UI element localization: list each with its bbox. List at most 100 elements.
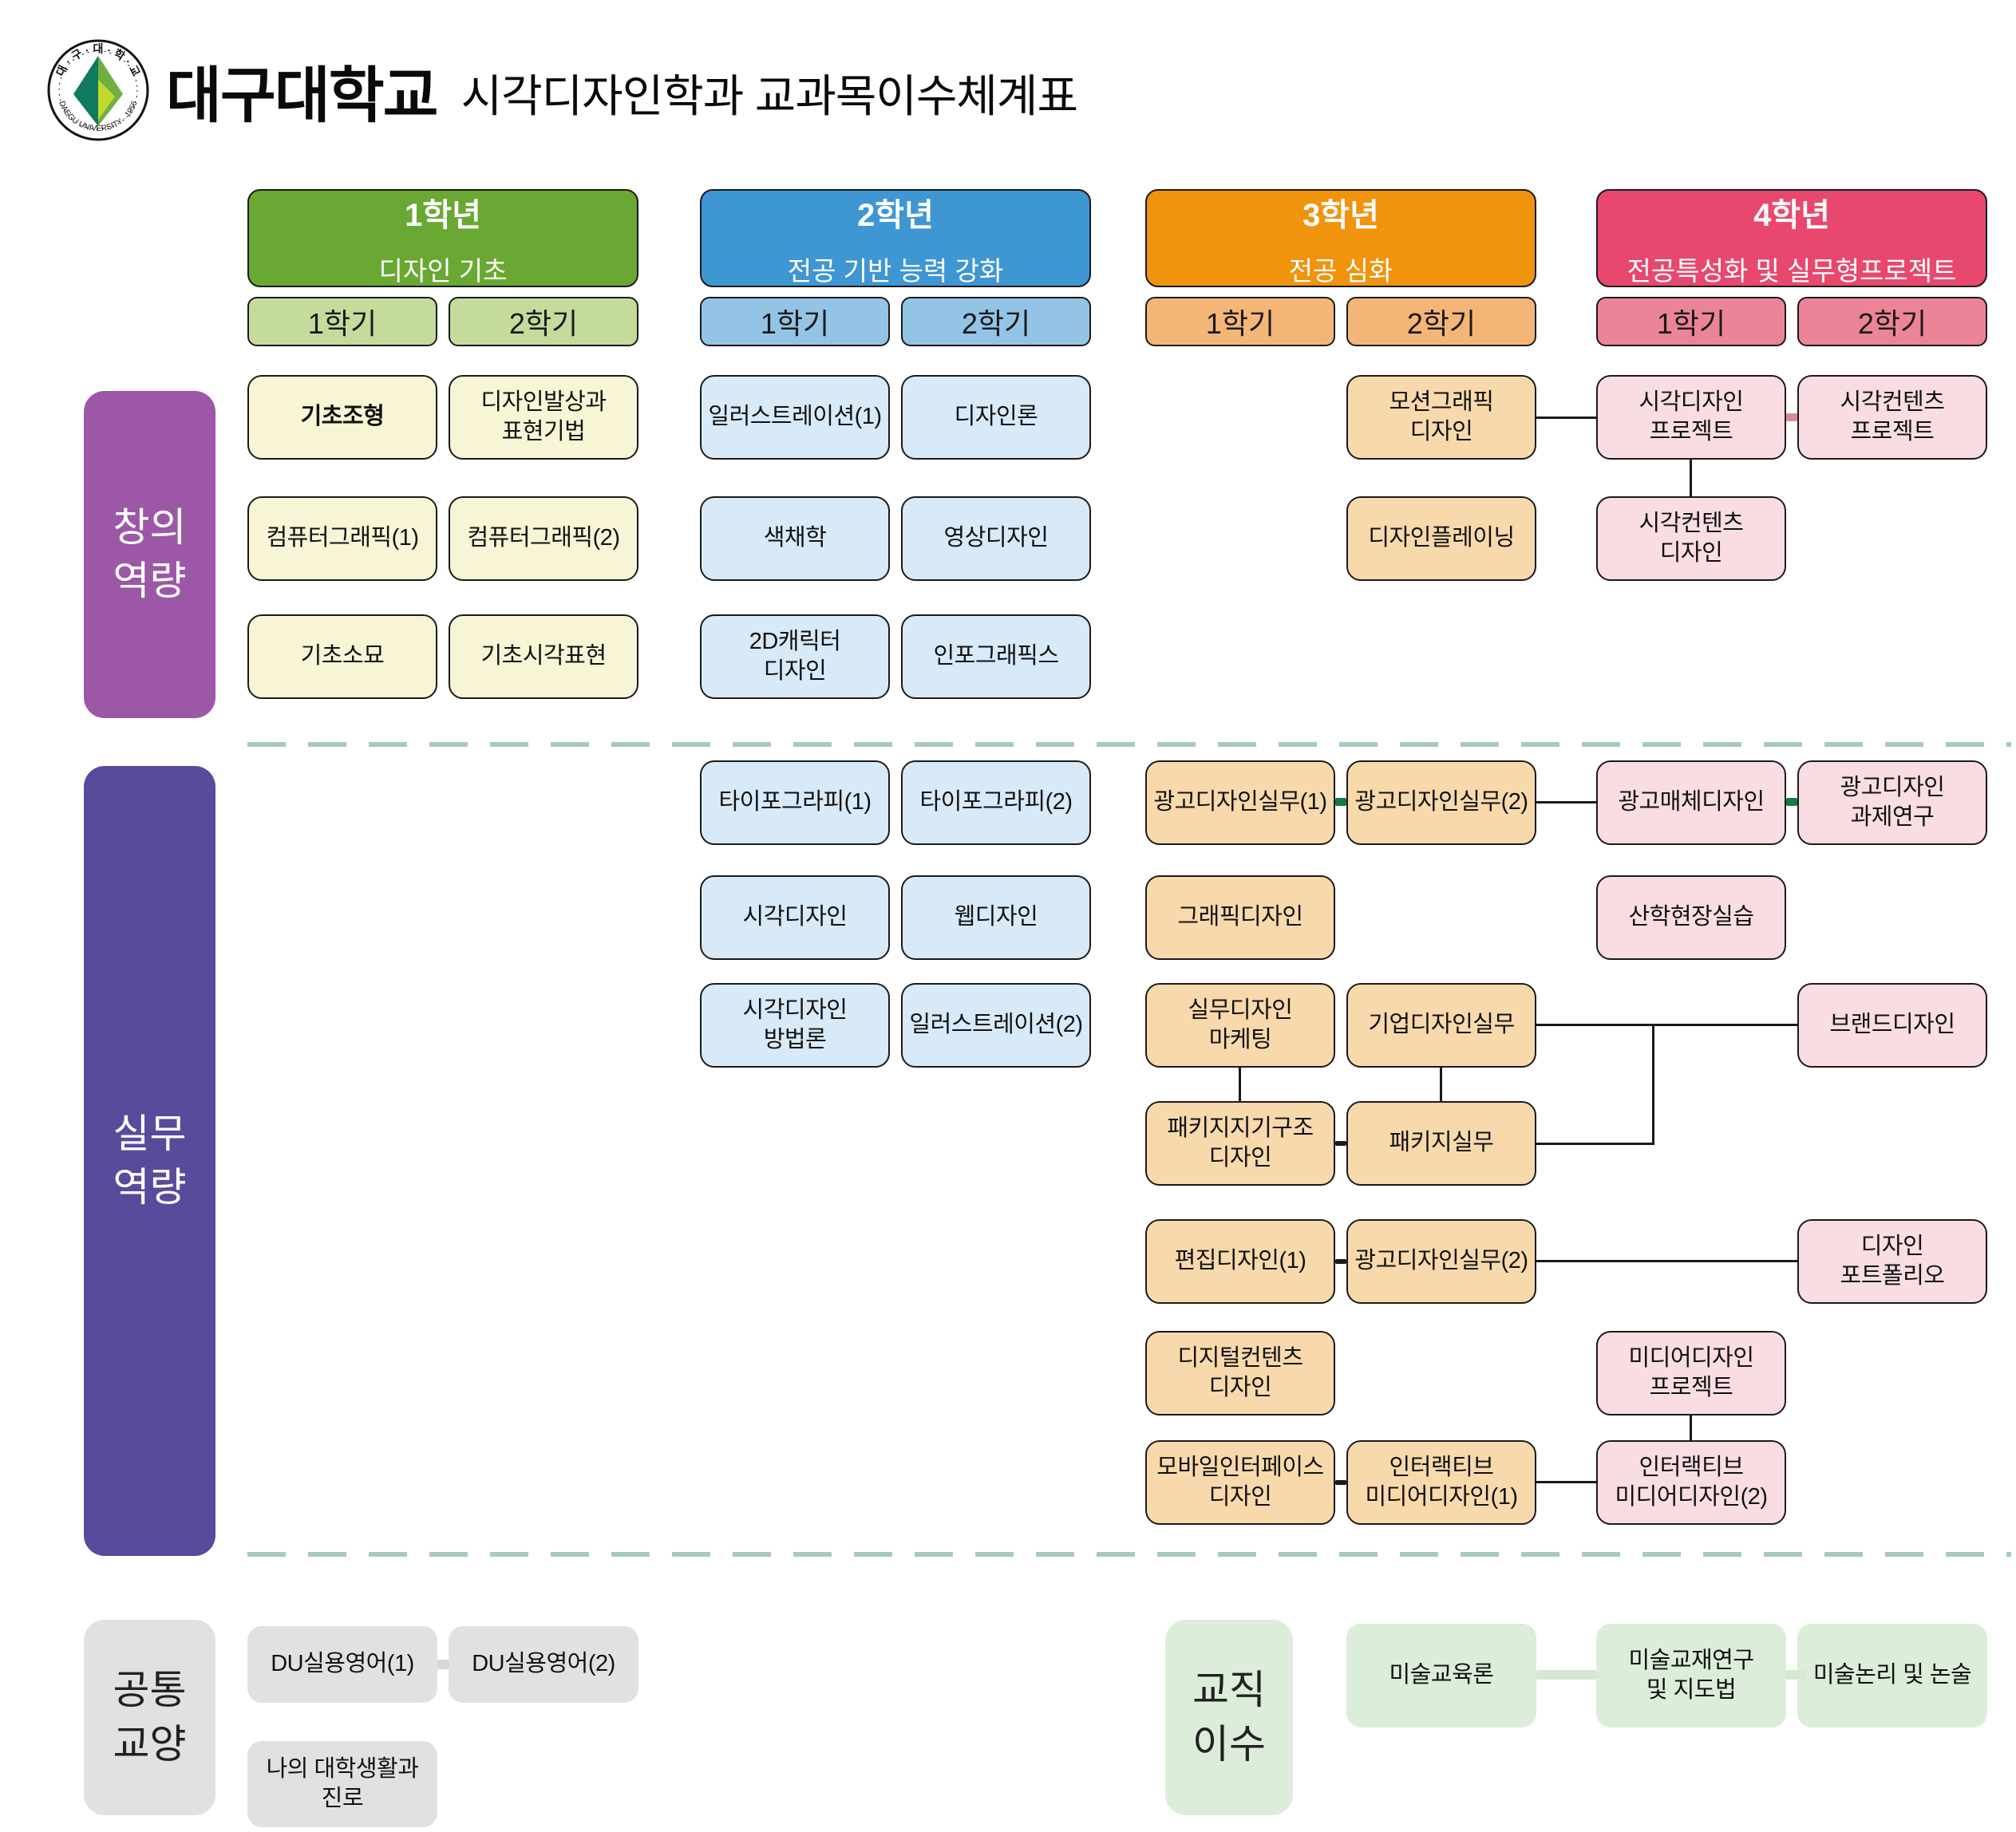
course-box: 모바일인터페이스 디자인 xyxy=(1145,1440,1335,1525)
connector-line xyxy=(1690,460,1692,496)
course-box: 디자인론 xyxy=(901,375,1091,460)
year-label: 1학년 xyxy=(405,197,481,233)
course-box: 실무디자인 마케팅 xyxy=(1145,983,1335,1068)
course-box: 기초조형 xyxy=(247,375,437,460)
course-box: 미술논리 및 논술 xyxy=(1797,1624,1987,1727)
course-box: 타이포그라피(2) xyxy=(901,760,1091,845)
year-header-3: 3학년 전공 심화 xyxy=(1145,189,1536,287)
semester-box-y2s2: 2학기 xyxy=(901,297,1091,346)
semester-box-y1s2: 2학기 xyxy=(449,297,638,346)
course-box: 영상디자인 xyxy=(901,496,1091,581)
section-label-teaching: 교직 이수 xyxy=(1165,1620,1293,1815)
course-box: 시각디자인 xyxy=(700,875,890,960)
logo-diamond-accent xyxy=(98,80,115,120)
connector-link-black xyxy=(1335,1141,1346,1146)
connector-line xyxy=(1536,1260,1797,1262)
course-box: 광고디자인실무(2) xyxy=(1346,1219,1536,1304)
semester-box-y4s1: 1학기 xyxy=(1596,297,1786,346)
section-label-general: 공통 교양 xyxy=(84,1620,215,1815)
title-bar: 대 · 구 · 대 · 학 · 교 DAEGU UNIVERSITY · 195… xyxy=(46,38,1078,142)
course-box: 산학현장실습 xyxy=(1596,875,1786,960)
connector-link-black xyxy=(1335,1259,1346,1264)
university-name: 대구대학교 xyxy=(166,62,439,130)
course-box: 시각컨텐츠 프로젝트 xyxy=(1797,375,1987,460)
course-box: 미술교재연구 및 지도법 xyxy=(1596,1624,1786,1727)
course-box: 미디어디자인 프로젝트 xyxy=(1596,1331,1786,1415)
connector-line xyxy=(1652,1024,1654,1145)
connector-line xyxy=(1536,1143,1654,1145)
connector-link-lightgreen xyxy=(1536,1670,1596,1680)
section-label-creative: 창의 역량 xyxy=(84,391,215,718)
semester-box-y3s1: 1학기 xyxy=(1145,297,1335,346)
course-box: 미술교육론 xyxy=(1346,1624,1536,1727)
connector-line xyxy=(1536,1024,1797,1026)
course-box: 패키지지기구조 디자인 xyxy=(1145,1101,1335,1186)
course-box: 기초소묘 xyxy=(247,614,437,699)
year-header-1: 1학년 디자인 기초 xyxy=(247,189,638,287)
year-subtitle: 전공 기반 능력 강화 xyxy=(787,255,1004,286)
year-subtitle: 전공특성화 및 실무형프로젝트 xyxy=(1627,255,1957,286)
course-box: 광고디자인실무(1) xyxy=(1145,760,1335,845)
course-box: 일러스트레이션(2) xyxy=(901,983,1091,1068)
connector-link-lightgreen xyxy=(1786,1670,1805,1680)
connector-line xyxy=(1239,1068,1241,1101)
course-box: 인포그래픽스 xyxy=(901,614,1091,699)
course-box: DU실용영어(1) xyxy=(247,1626,437,1703)
connector-link-gray xyxy=(437,1660,449,1669)
course-box: 일러스트레이션(1) xyxy=(700,375,890,460)
course-box: 모션그래픽 디자인 xyxy=(1346,375,1536,460)
semester-box-y1s1: 1학기 xyxy=(247,297,437,346)
year-header-4: 4학년 전공특성화 및 실무형프로젝트 xyxy=(1596,189,1987,287)
connector-line xyxy=(1690,1415,1692,1440)
year-subtitle: 디자인 기초 xyxy=(378,255,508,286)
connector-line xyxy=(1536,801,1596,803)
year-label: 3학년 xyxy=(1302,197,1379,233)
course-box: 편집디자인(1) xyxy=(1145,1219,1335,1304)
university-seal-logo: 대 · 구 · 대 · 학 · 교 DAEGU UNIVERSITY · 195… xyxy=(47,39,149,141)
course-box: DU실용영어(2) xyxy=(449,1626,638,1703)
course-box: 컴퓨터그래픽(2) xyxy=(449,496,638,581)
year-label: 4학년 xyxy=(1753,197,1830,233)
course-box: 인터랙티브 미디어디자인(1) xyxy=(1346,1440,1536,1525)
semester-box-y2s1: 1학기 xyxy=(700,297,890,346)
page-title: 시각디자인학과 교과목이수체계표 xyxy=(461,70,1078,121)
course-box: 디자인플레이닝 xyxy=(1346,496,1536,581)
course-box: 기업디자인실무 xyxy=(1346,983,1536,1068)
course-box: 시각컨텐츠 디자인 xyxy=(1596,496,1786,581)
semester-box-y3s2: 2학기 xyxy=(1346,297,1536,346)
course-box: 컴퓨터그래픽(1) xyxy=(247,496,437,581)
course-box: 디자인발상과 표현기법 xyxy=(449,375,638,460)
year-header-2: 2학년 전공 기반 능력 강화 xyxy=(700,189,1091,287)
year-label: 2학년 xyxy=(857,197,934,233)
course-box: 패키지실무 xyxy=(1346,1101,1536,1186)
section-divider-dashed xyxy=(247,1552,2011,1557)
section-divider-dashed xyxy=(247,742,2011,747)
connector-link-green xyxy=(1786,798,1797,806)
course-box: 시각디자인 방법론 xyxy=(700,983,890,1068)
course-box: 나의 대학생활과 진로 xyxy=(247,1741,437,1827)
course-box: 기초시각표현 xyxy=(449,614,638,699)
course-box: 디지털컨텐츠 디자인 xyxy=(1145,1331,1335,1415)
semester-box-y4s2: 2학기 xyxy=(1797,297,1987,346)
course-box: 시각디자인 프로젝트 xyxy=(1596,375,1786,460)
course-box: 2D캐릭터 디자인 xyxy=(700,614,890,699)
course-box: 타이포그라피(1) xyxy=(700,760,890,845)
connector-link-pink xyxy=(1786,413,1797,421)
connector-link-black xyxy=(1335,1480,1346,1485)
course-box: 웹디자인 xyxy=(901,875,1091,960)
course-box: 광고디자인실무(2) xyxy=(1346,760,1536,845)
course-box: 인터랙티브 미디어디자인(2) xyxy=(1596,1440,1786,1525)
logo-diamond-left xyxy=(73,56,98,126)
connector-line xyxy=(1440,1068,1442,1101)
course-box: 색채학 xyxy=(700,496,890,581)
course-box: 광고매체디자인 xyxy=(1596,760,1786,845)
course-box: 브랜드디자인 xyxy=(1797,983,1987,1068)
course-box: 그래픽디자인 xyxy=(1145,875,1335,960)
course-box: 디자인 포트폴리오 xyxy=(1797,1219,1987,1304)
connector-line xyxy=(1536,1481,1596,1483)
connector-line xyxy=(1536,417,1596,419)
year-subtitle: 전공 심화 xyxy=(1288,255,1393,286)
course-box: 광고디자인 과제연구 xyxy=(1797,760,1987,845)
section-label-practical: 실무 역량 xyxy=(84,766,215,1556)
